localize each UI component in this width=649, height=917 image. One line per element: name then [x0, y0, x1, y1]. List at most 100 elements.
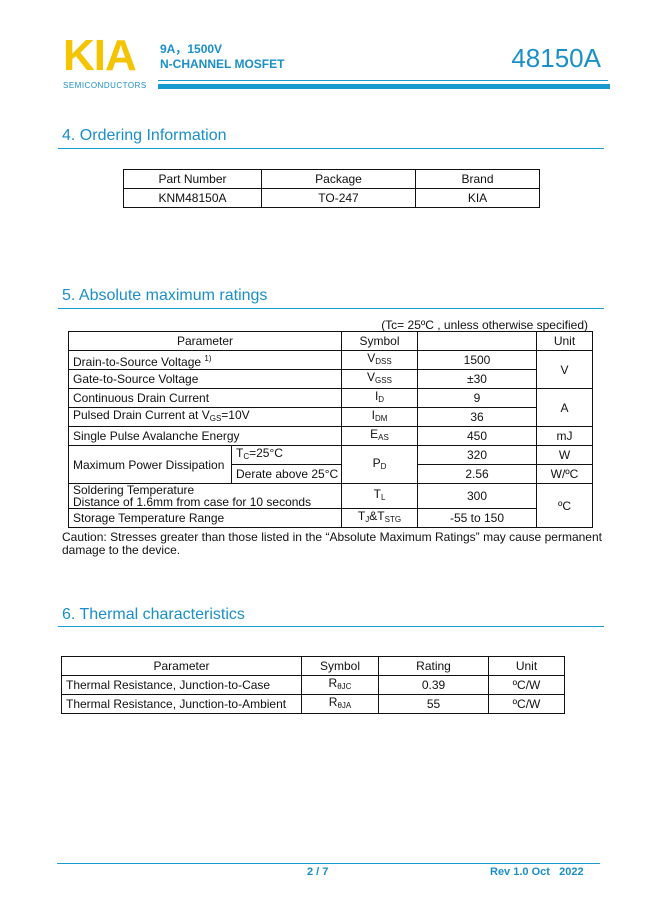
test-condition: (Tc= 25ºC , unless otherwise specified) [381, 318, 588, 332]
symbol: V [367, 370, 376, 384]
symbol-cell: IDM [341, 407, 418, 427]
param-sub: GS [209, 414, 222, 423]
symbol-sub: DM [374, 414, 388, 423]
symbol-sub: STG [384, 515, 402, 524]
header-divider-thin [158, 80, 608, 81]
value-cell: 0.39 [378, 675, 489, 695]
value-cell: 300 [417, 483, 537, 509]
table-header-row: Parameter Symbol Unit [68, 331, 593, 351]
param-cell: Storage Temperature Range [68, 508, 342, 528]
table-row: Storage Temperature Range TJ&TSTG -55 to… [68, 508, 593, 528]
param-cell: Gate-to-Source Voltage [68, 369, 342, 389]
cell: TO-247 [261, 188, 416, 208]
value-cell: -55 to 150 [417, 508, 537, 528]
symbol-sub: AS [378, 433, 389, 442]
symbol-cell: EAS [341, 426, 418, 446]
section-thermal-title: 6. Thermal characteristics [62, 606, 245, 623]
condition-cell: Derate above 25°C [231, 464, 342, 484]
caution-note: Caution: Stresses greater than those lis… [62, 530, 602, 557]
header-cell: Package [261, 169, 416, 189]
part-number: 48150A [511, 43, 601, 73]
unit-cell: V [536, 350, 593, 389]
device-rating: 9A，1500V [160, 42, 223, 56]
symbol-cell: VGSS [341, 369, 418, 389]
header-divider-thick [158, 84, 610, 89]
header-cell [417, 331, 537, 351]
value-cell: ±30 [417, 369, 537, 389]
thermal-table: Parameter Symbol Rating Unit Thermal Res… [61, 656, 565, 714]
table-row: Maximum Power Dissipation TC=25°C PD 320… [68, 445, 593, 484]
value-cell: 36 [417, 407, 537, 427]
header-cell: Parameter [68, 331, 342, 351]
table-row: Continuous Drain Current ID 9 A [68, 388, 593, 427]
symbol-cell: RθJA [301, 694, 379, 714]
symbol: R [328, 695, 338, 709]
table-row: Thermal Resistance, Junction-to-Case RθJ… [61, 675, 565, 695]
ordering-table: Part Number Package Brand KNM48150A TO-2… [123, 169, 540, 208]
cond-text: T [236, 446, 244, 460]
param-cell: Maximum Power Dissipation [68, 445, 232, 484]
cond-text: =25°C [249, 446, 283, 460]
param-cell: Soldering Temperature Distance of 1.6mm f… [68, 483, 342, 509]
symbol-sub: GSS [375, 376, 392, 385]
value-cell: 320 [417, 445, 537, 465]
unit-cell: W/ºC [536, 464, 593, 484]
symbol: R [328, 676, 338, 690]
value-cell: 2.56 [417, 464, 537, 484]
table-row: Pulsed Drain Current at VGS=10V IDM 36 [68, 407, 593, 427]
cell: KIA [415, 188, 540, 208]
param-text: Distance of 1.6mm from case for 10 secon… [73, 495, 312, 509]
table-row: Drain-to-Source Voltage 1) VDSS 1500 V [68, 350, 593, 389]
footer-divider [57, 863, 600, 864]
symbol: T [357, 509, 366, 523]
symbol: &T [369, 509, 385, 523]
section-divider [58, 308, 604, 309]
section-ordering-title: 4. Ordering Information [62, 127, 227, 144]
table-header-row: Parameter Symbol Rating Unit [61, 656, 565, 676]
header-cell: Unit [536, 331, 593, 351]
revision: Rev 1.0 Oct 2022 [490, 866, 584, 878]
table-row: Gate-to-Source Voltage VGSS ±30 [68, 369, 593, 389]
table-row: Soldering Temperature Distance of 1.6mm f… [68, 483, 593, 528]
param-cell: Drain-to-Source Voltage 1) [68, 350, 342, 370]
param-text: Soldering Temperature [73, 483, 195, 497]
header-cell: Rating [378, 656, 489, 676]
symbol-cell: RθJC [301, 675, 379, 695]
symbol-sub: θJC [337, 682, 352, 691]
cond-sub: C [243, 452, 250, 461]
symbol-sub: D [378, 395, 385, 404]
param-text: Drain-to-Source Voltage [73, 354, 202, 369]
footnote-ref: 1) [204, 353, 212, 363]
page-number: 2 / 7 [307, 866, 329, 878]
table-row: KNM48150A TO-247 KIA [123, 188, 540, 208]
symbol-cell: VDSS [341, 350, 418, 370]
unit-cell: mJ [536, 426, 593, 446]
table-row: Single Pulse Avalanche Energy EAS 450 mJ [68, 426, 593, 446]
symbol-cell: TL [341, 483, 418, 509]
table-header-row: Part Number Package Brand [123, 169, 540, 189]
value-cell: 450 [417, 426, 537, 446]
symbol: E [370, 427, 379, 441]
cell: KNM48150A [123, 188, 262, 208]
unit-cell: ºC/W [488, 694, 565, 714]
header-cell: Part Number [123, 169, 262, 189]
symbol-sub: J [365, 515, 370, 524]
kia-logo: KIA [63, 31, 137, 80]
condition-cell: TC=25°C [231, 445, 342, 465]
symbol-cell: TJ&TSTG [341, 508, 418, 528]
header-cell: Unit [488, 656, 565, 676]
unit-cell: A [536, 388, 593, 427]
section-absmax-title: 5. Absolute maximum ratings [62, 287, 268, 304]
symbol-sub: θJA [337, 701, 352, 710]
unit-cell: ºC/W [488, 675, 565, 695]
section-divider [58, 626, 604, 627]
table-row: Derate above 25°C 2.56 W/ºC [69, 464, 593, 484]
header-cell: Brand [415, 169, 540, 189]
param-cell: Thermal Resistance, Junction-to-Ambient [61, 694, 302, 714]
symbol: I [374, 389, 379, 403]
symbol-cell: ID [341, 388, 418, 408]
logo-subtitle: SEMICONDUCTORS [63, 81, 147, 90]
param-cell: Continuous Drain Current [68, 388, 342, 408]
symbol-sub: D [380, 461, 387, 471]
param-text: =10V [221, 408, 250, 422]
